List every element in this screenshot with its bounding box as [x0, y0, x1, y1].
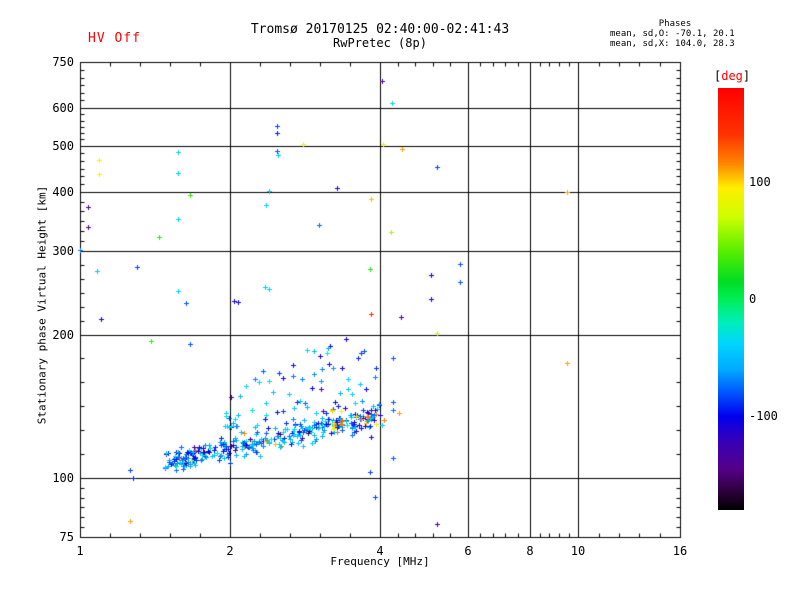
colorbar-unit-label: [deg]: [714, 69, 751, 83]
x-tick-label: 1: [76, 544, 84, 558]
phase-stats-heading: Phases: [658, 19, 692, 29]
y-tick-label: 200: [52, 328, 74, 342]
hv-status-label: HV Off: [88, 31, 141, 46]
colorbar-tick-label: -100: [749, 409, 778, 423]
x-tick-label: 2: [226, 544, 234, 558]
x-tick-label: 8: [526, 544, 534, 558]
y-tick-label: 500: [52, 139, 74, 153]
plot-subtitle: RwPretec (8p): [333, 36, 427, 50]
phase-mean-sd-o: mean, sd,O: -70.1, 20.1: [610, 29, 735, 39]
x-tick-label: 4: [376, 544, 384, 558]
x-tick-label: 10: [570, 544, 586, 558]
x-tick-label: 6: [464, 544, 472, 558]
plot-title: Tromsø 20170125 02:40:00-02:41:43: [250, 22, 510, 37]
y-tick-label: 750: [52, 55, 74, 69]
colorbar-tick-label: 100: [749, 175, 771, 189]
y-tick-label: 300: [52, 244, 74, 258]
y-tick-label: 600: [52, 101, 74, 115]
colorbar: [718, 88, 744, 510]
y-tick-label: 75: [59, 530, 74, 544]
phase-stats-block: Phases mean, sd,O: -70.1, 20.1 mean, sd,…: [610, 19, 740, 49]
x-axis-label: Frequency [MHz]: [330, 555, 430, 568]
y-tick-label: 400: [52, 185, 74, 199]
colorbar-tick-label: 0: [749, 292, 757, 306]
x-tick-label: 16: [672, 544, 688, 558]
phase-mean-sd-x: mean, sd,X: 104.0, 28.3: [610, 39, 735, 49]
title-block: Tromsø 20170125 02:40:00-02:41:43 RwPret…: [80, 22, 680, 50]
y-tick-label: 100: [52, 471, 74, 485]
